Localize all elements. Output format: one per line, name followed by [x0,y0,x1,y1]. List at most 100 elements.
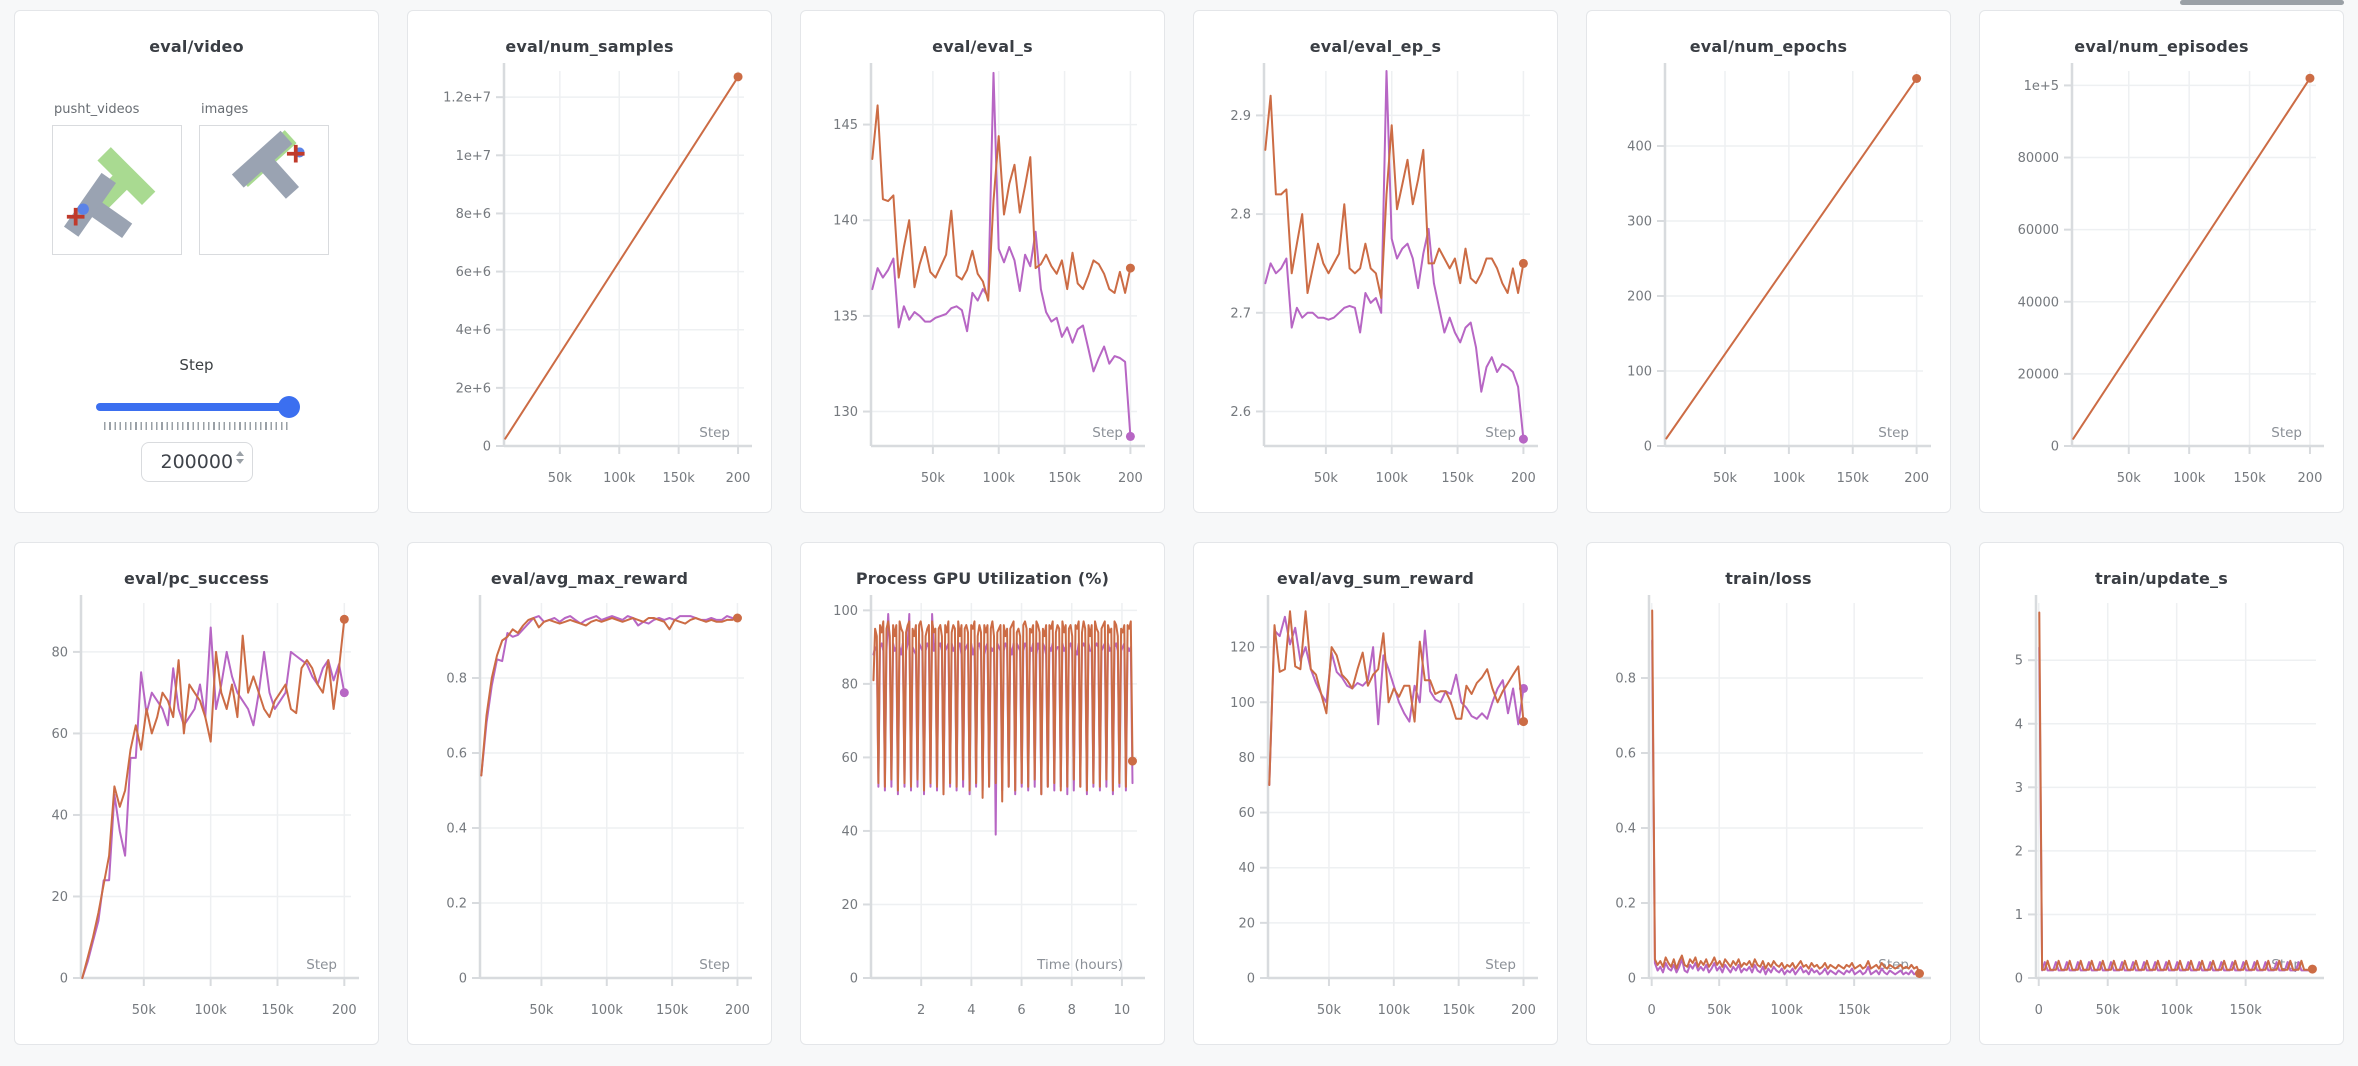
y-tick-label: 0.6 [1615,747,1636,762]
chart-train-loss[interactable]: 0 50k 100k 150k 0 0.2 0.4 0.6 0.8 Step [1587,588,1950,1033]
y-tick-label: 0 [2015,972,2023,987]
series-line-orange-run [872,620,1134,803]
y-tick-label: 20 [841,898,858,913]
x-tick-label: 150k [1838,1003,1871,1018]
x-tick-label: 100k [1773,471,1806,486]
media-thumbnails: pusht_videos [52,56,378,255]
chart-canvas: 50k 100k 150k 200 0 0.2 0.4 0.6 0.8 Step [446,595,752,1018]
x-tick-label: 50k [2117,471,2142,486]
x-tick-label: 100k [1376,471,1409,486]
y-tick-label: 0 [1628,972,1636,987]
series-end-dot-orange-run [1518,258,1528,268]
chart-gpu-utilization[interactable]: 2 4 6 8 10 0 20 40 60 80 100 Time (hours) [801,588,1164,1033]
y-tick-label: 40 [1238,861,1255,876]
panel-title: train/loss [1725,569,1812,588]
series-line-orange-run [1264,94,1525,299]
pusht-video-frame [63,147,156,239]
x-tick-label: 100k [591,1003,624,1018]
series-line-orange-run [81,618,346,979]
y-tick-label: 40 [51,808,68,823]
step-slider-track[interactable] [95,403,298,411]
panel-eval-eval-ep-s: eval/eval_ep_s 50k 100k 150k 200 2.6 2.7 2.8 2.… [1193,10,1558,513]
y-tick-label: 1e+7 [456,149,491,164]
x-tick-label: 4 [967,1003,975,1018]
chart-eval-num-samples[interactable]: 50k 100k 150k 200 0 2e+6 4e+6 6e+6 8e+6 1e+7 1.2e+… [408,56,771,501]
series-line-orange-run [2038,611,2314,971]
chart-eval-num-episodes[interactable]: 50k 100k 150k 200 0 20000 40000 60000 80000 1e+5 S… [1980,56,2343,501]
series-line-purple-run [480,615,739,777]
x-axis-title: Step [1485,957,1516,973]
series-line-orange-run [1651,609,1921,975]
step-input[interactable] [158,450,235,474]
step-input-box [140,442,253,482]
chart-canvas: 50k 100k 150k 200 0 2e+6 4e+6 6e+6 8e+6 1e+7 1.2e+… [443,63,752,486]
x-tick-label: 50k [1707,1003,1732,1018]
y-tick-label: 8e+6 [456,207,491,222]
chart-eval-avg-sum-reward[interactable]: 50k 100k 150k 200 0 20 40 60 80 100 120 Step [1194,588,1557,1033]
step-control: Step [15,356,378,482]
panel-eval-avg-sum-reward: eval/avg_sum_reward 50k 100k 150k 200 0 20 40 6… [1193,542,1558,1045]
panel-title: eval/eval_s [932,37,1033,56]
y-tick-label: 40 [841,824,858,839]
y-tick-label: 0.2 [446,897,467,912]
y-tick-label: 2e+6 [456,381,491,396]
x-tick-label: 200 [725,1003,750,1018]
series-end-dot-orange-run [732,613,742,623]
x-tick-label: 150k [1442,1003,1475,1018]
chart-train-update-s[interactable]: 0 50k 100k 150k 0 1 2 3 4 5 Step [1980,588,2343,1033]
chart-eval-avg-max-reward[interactable]: 50k 100k 150k 200 0 0.2 0.4 0.6 0.8 Step [408,588,771,1033]
y-tick-label: 140 [833,214,858,229]
series-line-purple-run [1651,639,1921,976]
panel-eval-num-epochs: eval/num_epochs 50k 100k 150k 200 0 100 200 300… [1586,10,1951,513]
x-tick-label: 200 [332,1003,357,1018]
series-end-dot-orange-run [1125,263,1135,273]
y-tick-label: 2.8 [1230,208,1251,223]
panel-title: eval/eval_ep_s [1309,37,1442,56]
chart-canvas: 50k 100k 150k 200 0 20 40 60 80 Step [51,595,359,1018]
chart-eval-num-epochs[interactable]: 50k 100k 150k 200 0 100 200 300 400 Step [1587,56,1950,501]
y-tick-label: 0 [2051,440,2059,455]
images-thumbnail[interactable] [199,125,329,255]
panel-eval-video: eval/video pusht_videos [14,10,379,513]
x-tick-label: 200 [726,471,751,486]
x-tick-label: 50k [1317,1003,1342,1018]
x-tick-label: 100k [1378,1003,1411,1018]
y-tick-label: 4 [2015,717,2023,732]
series-line-purple-run [871,71,1132,438]
y-tick-label: 0 [850,972,858,987]
chart-canvas: 50k 100k 150k 200 0 100 200 300 400 Step [1627,63,1931,486]
y-tick-label: 0 [60,972,68,987]
step-slider-label: Step [179,356,214,374]
x-tick-label: 100k [603,471,636,486]
panel-eval-pc-success: eval/pc_success 50k 100k 150k 200 0 20 40 60 80 S… [14,542,379,1045]
x-tick-label: 100k [2161,1003,2194,1018]
series-end-dot-purple-run [339,688,349,698]
series-line-orange-run [1665,77,1918,440]
x-tick-label: 150k [1048,471,1081,486]
y-tick-label: 20 [1238,916,1255,931]
x-tick-label: 10 [1114,1003,1131,1018]
step-spinner-down-icon[interactable] [235,459,244,464]
y-tick-label: 0.4 [1615,822,1636,837]
x-tick-label: 6 [1017,1003,1025,1018]
chart-eval-pc-success[interactable]: 50k 100k 150k 200 0 20 40 60 80 Step [15,588,378,1033]
panel-title: eval/avg_sum_reward [1276,569,1475,588]
step-slider[interactable] [95,396,300,418]
y-tick-label: 200 [1627,290,1652,305]
block-t-shape [231,130,300,199]
x-tick-label: 150k [656,1003,689,1018]
x-tick-label: 50k [1713,471,1738,486]
panel-eval-eval-s: eval/eval_s 50k 100k 150k 200 130 135 140 145 St… [800,10,1165,513]
chart-eval-eval-s[interactable]: 50k 100k 150k 200 130 135 140 145 Step [801,56,1164,501]
pusht-video-thumbnail[interactable] [52,125,182,255]
series-line-orange-run [2072,77,2311,440]
series-line-orange-run [480,617,739,777]
y-tick-label: 0 [1644,440,1652,455]
step-slider-knob[interactable] [277,396,300,418]
y-tick-label: 135 [833,309,858,324]
x-tick-label: 2 [917,1003,925,1018]
chart-eval-eval-ep-s[interactable]: 50k 100k 150k 200 2.6 2.7 2.8 2.9 Step [1194,56,1557,501]
step-spinner-up-icon[interactable] [235,451,244,456]
horizontal-scrollbar[interactable] [2180,0,2344,5]
y-tick-label: 60000 [2018,223,2059,238]
